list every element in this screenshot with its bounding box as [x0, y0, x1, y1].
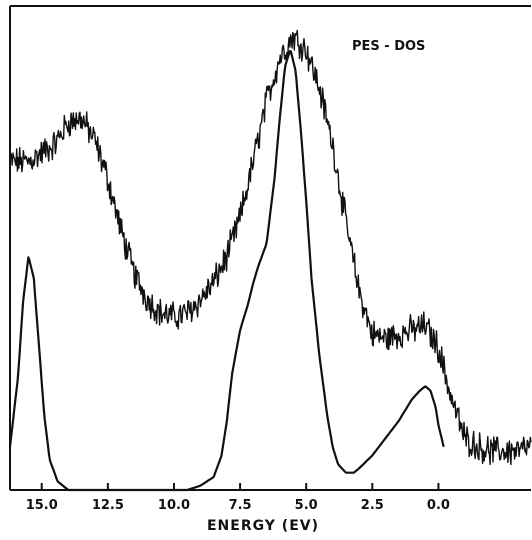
x-tick-label: 0.0 [427, 498, 450, 513]
x-tick-label: 15.0 [26, 498, 58, 513]
x-tick-label: 10.0 [158, 498, 190, 513]
pes-spectrum-line [9, 29, 532, 466]
x-tick-label: 12.5 [92, 498, 124, 513]
pes-dos-annotation: PES - DOS [352, 39, 425, 54]
series-layer [8, 29, 532, 492]
x-tick-label: 7.5 [229, 498, 252, 513]
x-axis-ticks: 15.0 12.5 10.0 7.5 5.0 2.5 0.0 [26, 483, 450, 513]
dos-curve-line [8, 50, 445, 492]
x-tick-label: 5.0 [295, 498, 318, 513]
plot-frame [9, 5, 531, 491]
x-axis-label: ENERGY (EV) [207, 518, 319, 534]
x-tick-label: 2.5 [361, 498, 384, 513]
